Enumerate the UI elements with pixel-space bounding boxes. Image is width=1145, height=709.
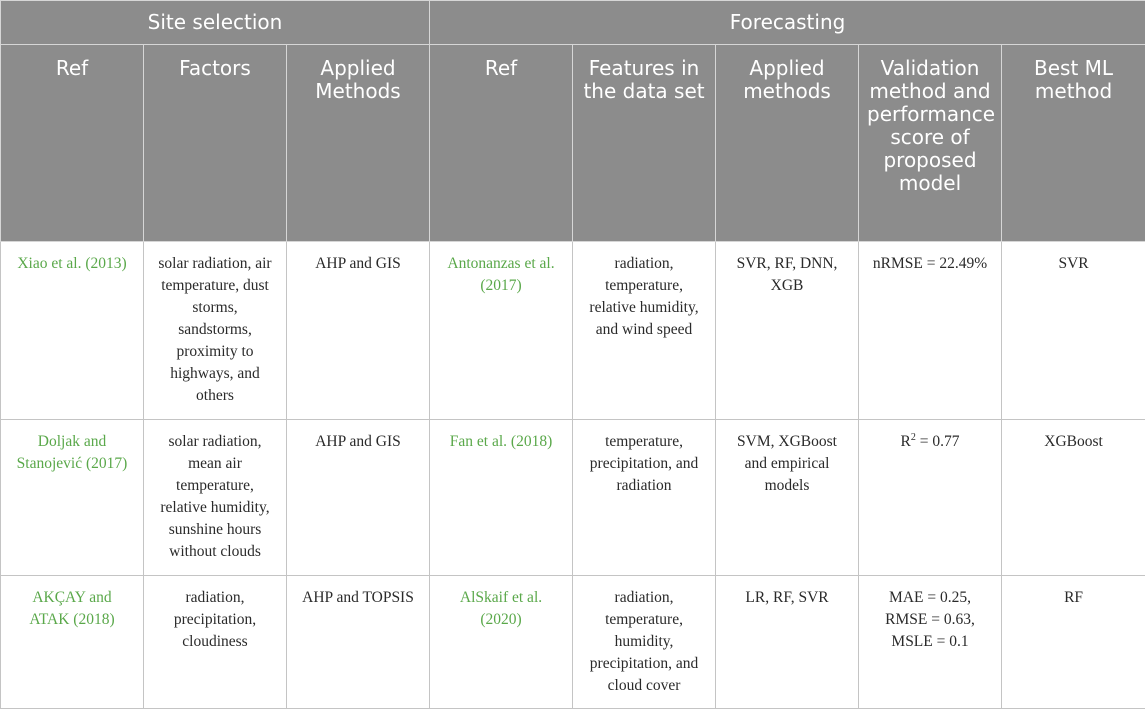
forecast-methods-cell: SVM, XGBoost and empirical models (716, 420, 859, 576)
validation-prefix: R (901, 433, 911, 450)
factors-cell: radiation, precipitation, cloudiness (144, 576, 287, 709)
site-ref-cell: AKÇAY and ATAK (2018) (1, 576, 144, 709)
column-header-forecast-ref: Ref (430, 45, 573, 242)
column-header-site-methods: Applied Methods (287, 45, 430, 242)
forecast-methods-cell: LR, RF, SVR (716, 576, 859, 709)
forecast-ref-cell: AlSkaif et al. (2020) (430, 576, 573, 709)
site-ref-link[interactable]: Xiao et al. (2013) (17, 255, 126, 272)
column-header-forecast-methods: Applied methods (716, 45, 859, 242)
best-method-cell: SVR (1002, 242, 1145, 420)
group-header-site-selection: Site selection (1, 1, 430, 45)
table-row: Doljak and Stanojević (2017) solar radia… (1, 420, 1145, 576)
site-ref-cell: Doljak and Stanojević (2017) (1, 420, 144, 576)
column-header-factors: Factors (144, 45, 287, 242)
forecast-ref-link[interactable]: AlSkaif et al. (2020) (460, 589, 542, 628)
site-methods-cell: AHP and GIS (287, 420, 430, 576)
site-methods-cell: AHP and TOPSIS (287, 576, 430, 709)
validation-cell: R2 = 0.77 (859, 420, 1002, 576)
features-cell: radiation, temperature, relative humidit… (573, 242, 716, 420)
column-header-features: Features in the data set (573, 45, 716, 242)
group-header-row: Site selection Forecasting (1, 1, 1145, 45)
forecast-ref-link[interactable]: Antonanzas et al. (2017) (447, 255, 554, 294)
validation-cell: MAE = 0.25, RMSE = 0.63, MSLE = 0.1 (859, 576, 1002, 709)
column-header-best-method: Best ML method (1002, 45, 1145, 242)
site-ref-link[interactable]: Doljak and Stanojević (2017) (17, 433, 128, 472)
validation-cell: nRMSE = 22.49% (859, 242, 1002, 420)
column-header-row: Ref Factors Applied Methods Ref Features… (1, 45, 1145, 242)
column-header-site-ref: Ref (1, 45, 144, 242)
forecast-ref-link[interactable]: Fan et al. (2018) (450, 433, 552, 450)
factors-cell: solar radiation, air temperature, dust s… (144, 242, 287, 420)
features-cell: radiation, temperature, humidity, precip… (573, 576, 716, 709)
forecast-methods-cell: SVR, RF, DNN, XGB (716, 242, 859, 420)
features-cell: temperature, precipitation, and radiatio… (573, 420, 716, 576)
factors-cell: solar radiation, mean air temperature, r… (144, 420, 287, 576)
best-method-cell: RF (1002, 576, 1145, 709)
forecast-ref-cell: Fan et al. (2018) (430, 420, 573, 576)
forecast-ref-cell: Antonanzas et al. (2017) (430, 242, 573, 420)
best-method-cell: XGBoost (1002, 420, 1145, 576)
table-row: Xiao et al. (2013) solar radiation, air … (1, 242, 1145, 420)
site-ref-link[interactable]: AKÇAY and ATAK (2018) (29, 589, 114, 628)
validation-suffix: = 0.77 (916, 433, 960, 450)
site-methods-cell: AHP and GIS (287, 242, 430, 420)
site-ref-cell: Xiao et al. (2013) (1, 242, 144, 420)
table-row: AKÇAY and ATAK (2018) radiation, precipi… (1, 576, 1145, 709)
group-header-forecasting: Forecasting (430, 1, 1145, 45)
column-header-validation: Validation method and performance score … (859, 45, 1002, 242)
